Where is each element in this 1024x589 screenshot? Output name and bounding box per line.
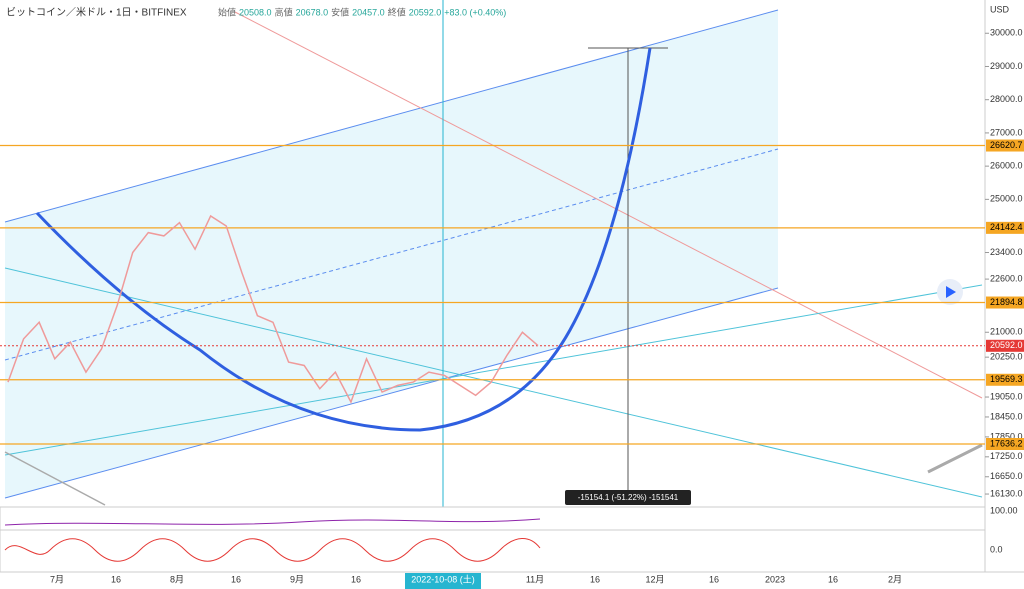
oscillator-line xyxy=(4,518,541,526)
y-tick-label: 29000.0 xyxy=(990,61,1023,71)
last-price-label: 20592.0 xyxy=(990,340,1023,350)
y-tick-label: 16130.0 xyxy=(990,488,1023,498)
channel-mid xyxy=(4,148,779,361)
y-tick-label: 22600.0 xyxy=(990,273,1023,283)
y-tick-label: 16650.0 xyxy=(990,471,1023,481)
oscillator-panel xyxy=(0,529,986,573)
level-tag xyxy=(986,139,1024,152)
y-tick-label: 18450.0 xyxy=(990,411,1023,421)
x-tick-label: 16 xyxy=(590,574,600,584)
y-tick-label: 26000.0 xyxy=(990,161,1023,171)
ohlc-low-label: 安値 xyxy=(331,6,349,17)
x-tick-label: 2023 xyxy=(765,574,785,584)
y-tick-label: 20250.0 xyxy=(990,352,1023,362)
ohlc-change: +83.0 (+0.40%) xyxy=(444,7,506,17)
x-tick-label: 12月 xyxy=(645,574,664,584)
oscillator-label: 100.00 xyxy=(990,505,1018,515)
y-tick-label: 25000.0 xyxy=(990,194,1023,204)
last-price-tag xyxy=(986,339,1024,352)
y-tick-label: 28000.0 xyxy=(990,94,1023,104)
y-tick-label: 17250.0 xyxy=(990,451,1023,461)
y-tick-label: 30000.0 xyxy=(990,28,1023,38)
level-label: 26620.7 xyxy=(990,140,1023,150)
x-tick-label: 7月 xyxy=(50,574,64,584)
trend-line xyxy=(234,11,983,399)
level-tag xyxy=(986,437,1024,450)
level-tag xyxy=(986,296,1024,309)
oscillator-label: 0.0 xyxy=(990,544,1003,554)
ohlc-high: 20678.0 xyxy=(296,7,329,17)
channel-bottom xyxy=(4,287,779,499)
x-tick-label: 2022-10-08 (土) xyxy=(411,573,475,584)
symbol: ビットコイン／米ドル・1日・BITFINEX xyxy=(6,6,187,19)
y-tick-label: 23400.0 xyxy=(990,247,1023,257)
ohlc-open-label: 始値 xyxy=(218,6,236,17)
y-tick-label: 27000.0 xyxy=(990,127,1023,137)
trend-line xyxy=(4,451,106,506)
level-label: 17636.2 xyxy=(990,438,1023,448)
measure-box xyxy=(565,490,691,505)
x-tick-label: 16 xyxy=(709,574,719,584)
y-tick-label: 21000.0 xyxy=(990,327,1023,337)
currency: USD xyxy=(990,4,1010,14)
level-label: 24142.4 xyxy=(990,222,1023,232)
x-tick-label: 8月 xyxy=(170,574,184,584)
ohlc-open: 20508.0 xyxy=(239,7,272,17)
channel-top xyxy=(4,9,779,223)
date-tag xyxy=(405,573,481,589)
curve-drawing xyxy=(35,47,652,432)
x-tick-label: 16 xyxy=(828,574,838,584)
y-tick-label: 17850.0 xyxy=(990,431,1023,441)
y-tick-label: 19050.0 xyxy=(990,391,1023,401)
level-label: 21894.8 xyxy=(990,297,1023,307)
ohlc-low: 20457.0 xyxy=(352,7,385,17)
scroll-icon xyxy=(946,286,956,298)
trend-line xyxy=(4,267,983,498)
ohlc-close-label: 終値 xyxy=(388,6,406,17)
trend-line xyxy=(927,443,983,474)
x-tick-label: 2月 xyxy=(888,574,902,584)
price-line xyxy=(7,214,539,404)
x-tick-label: 9月 xyxy=(290,574,304,584)
x-tick-label: 16 xyxy=(351,574,361,584)
level-label: 19569.3 xyxy=(990,374,1023,384)
level-tag xyxy=(986,221,1024,234)
x-tick-label: 16 xyxy=(111,574,121,584)
ohlc-close: 20592.0 xyxy=(409,7,442,17)
x-tick-label: 16 xyxy=(231,574,241,584)
level-tag xyxy=(986,373,1024,386)
ohlc-high-label: 高値 xyxy=(275,6,293,17)
trend-line xyxy=(4,284,983,456)
x-tick-label: 11月 xyxy=(526,574,544,584)
oscillator-line xyxy=(4,538,541,562)
measure-label: -15154.1 (-51.22%) -151541 xyxy=(578,493,679,502)
